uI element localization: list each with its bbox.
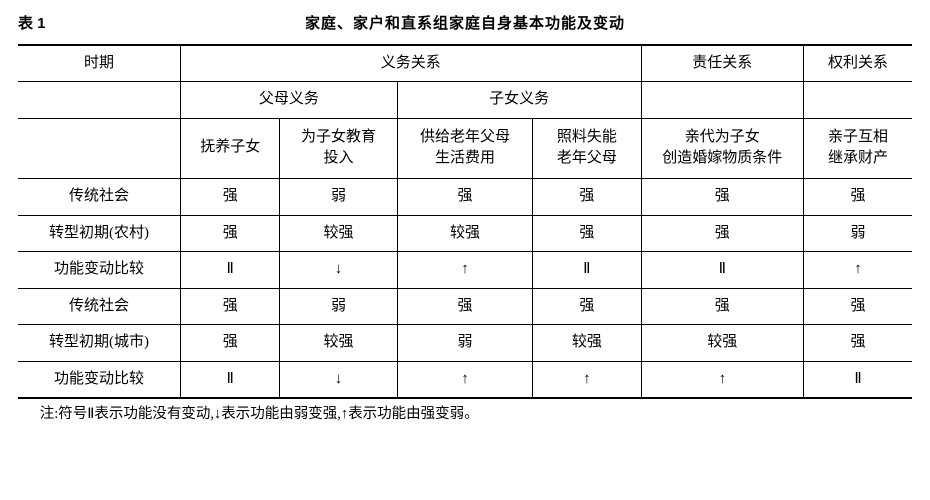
cell: ↑ xyxy=(397,361,532,398)
hdr-blank-4 xyxy=(18,118,181,179)
hdr-c6-l2: 继承财产 xyxy=(828,150,888,166)
main-table: 时期 义务关系 责任关系 权利关系 父母义务 子女义务 抚养子女 为子女教育 投… xyxy=(18,44,912,400)
cell: 强 xyxy=(181,325,280,362)
cell: 强 xyxy=(641,288,804,325)
hdr-child-duty: 子女义务 xyxy=(397,82,641,119)
hdr-c3: 供给老年父母 生活费用 xyxy=(397,118,532,179)
hdr-obligation: 义务关系 xyxy=(181,45,642,82)
hdr-c2-l1: 为子女教育 xyxy=(301,129,376,145)
cell: 较强 xyxy=(533,325,641,362)
cell: Ⅱ xyxy=(181,361,280,398)
cell: Ⅱ xyxy=(533,252,641,289)
cell: 强 xyxy=(181,179,280,216)
hdr-blank-2 xyxy=(641,82,804,119)
hdr-c4-l1: 照料失能 xyxy=(557,129,617,145)
hdr-blank-3 xyxy=(804,82,912,119)
hdr-c2-l2: 投入 xyxy=(324,150,354,166)
cell: 强 xyxy=(804,288,912,325)
hdr-c2: 为子女教育 投入 xyxy=(280,118,397,179)
cell: ↑ xyxy=(641,361,804,398)
table-title: 家庭、家户和直系组家庭自身基本功能及变动 xyxy=(138,14,912,34)
footnote: 注:符号Ⅱ表示功能没有变动,↓表示功能由弱变强,↑表示功能由强变弱。 xyxy=(18,405,912,424)
title-row: 表 1 家庭、家户和直系组家庭自身基本功能及变动 xyxy=(18,14,912,34)
table-row: 功能变动比较 Ⅱ ↓ ↑ Ⅱ Ⅱ ↑ xyxy=(18,252,912,289)
hdr-period: 时期 xyxy=(18,45,181,82)
cell: 较强 xyxy=(280,325,397,362)
hdr-c3-l2: 生活费用 xyxy=(435,150,495,166)
cell: 较强 xyxy=(641,325,804,362)
row-label: 转型初期(农村) xyxy=(18,215,181,252)
cell: 强 xyxy=(181,215,280,252)
hdr-parent-duty: 父母义务 xyxy=(181,82,398,119)
hdr-c6: 亲子互相 继承财产 xyxy=(804,118,912,179)
cell: 较强 xyxy=(397,215,532,252)
table-row: 传统社会 强 弱 强 强 强 强 xyxy=(18,288,912,325)
cell: 弱 xyxy=(397,325,532,362)
hdr-c6-l1: 亲子互相 xyxy=(828,129,888,145)
cell: 强 xyxy=(533,288,641,325)
cell: 强 xyxy=(533,215,641,252)
hdr-c1: 抚养子女 xyxy=(181,118,280,179)
cell: 较强 xyxy=(280,215,397,252)
cell: Ⅱ xyxy=(641,252,804,289)
table-row: 转型初期(城市) 强 较强 弱 较强 较强 强 xyxy=(18,325,912,362)
hdr-right: 权利关系 xyxy=(804,45,912,82)
cell: ↑ xyxy=(804,252,912,289)
row-label: 功能变动比较 xyxy=(18,252,181,289)
cell: Ⅱ xyxy=(181,252,280,289)
hdr-c5: 亲代为子女 创造婚嫁物质条件 xyxy=(641,118,804,179)
hdr-blank-1 xyxy=(18,82,181,119)
cell: ↑ xyxy=(533,361,641,398)
cell: 强 xyxy=(533,179,641,216)
cell: 弱 xyxy=(804,215,912,252)
cell: 强 xyxy=(641,215,804,252)
cell: 强 xyxy=(804,179,912,216)
cell: 弱 xyxy=(280,288,397,325)
header-row-2: 父母义务 子女义务 xyxy=(18,82,912,119)
hdr-c4-l2: 老年父母 xyxy=(557,150,617,166)
table-row: 功能变动比较 Ⅱ ↓ ↑ ↑ ↑ Ⅱ xyxy=(18,361,912,398)
table-row: 传统社会 强 弱 强 强 强 强 xyxy=(18,179,912,216)
cell: 强 xyxy=(641,179,804,216)
hdr-responsibility: 责任关系 xyxy=(641,45,804,82)
hdr-c4: 照料失能 老年父母 xyxy=(533,118,641,179)
row-label: 传统社会 xyxy=(18,179,181,216)
cell: 强 xyxy=(181,288,280,325)
cell: ↓ xyxy=(280,252,397,289)
header-row-1: 时期 义务关系 责任关系 权利关系 xyxy=(18,45,912,82)
hdr-c5-l1: 亲代为子女 xyxy=(685,129,760,145)
row-label: 传统社会 xyxy=(18,288,181,325)
cell: Ⅱ xyxy=(804,361,912,398)
row-label: 功能变动比较 xyxy=(18,361,181,398)
hdr-c5-l2: 创造婚嫁物质条件 xyxy=(662,150,782,166)
header-row-3: 抚养子女 为子女教育 投入 供给老年父母 生活费用 照料失能 老年父母 亲代为子… xyxy=(18,118,912,179)
cell: ↑ xyxy=(397,252,532,289)
cell: 强 xyxy=(397,179,532,216)
cell: ↓ xyxy=(280,361,397,398)
cell: 强 xyxy=(804,325,912,362)
hdr-c3-l1: 供给老年父母 xyxy=(420,129,510,145)
cell: 强 xyxy=(397,288,532,325)
table-row: 转型初期(农村) 强 较强 较强 强 强 弱 xyxy=(18,215,912,252)
row-label: 转型初期(城市) xyxy=(18,325,181,362)
table-label: 表 1 xyxy=(18,14,138,34)
cell: 弱 xyxy=(280,179,397,216)
